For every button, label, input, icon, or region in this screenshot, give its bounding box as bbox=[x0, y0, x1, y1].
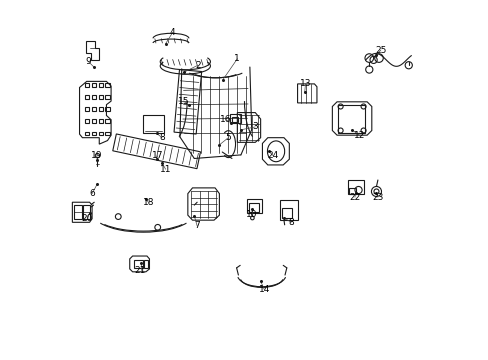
Bar bbox=[105, 83, 109, 87]
Text: 10: 10 bbox=[245, 210, 257, 219]
Bar bbox=[248, 203, 258, 212]
Bar bbox=[105, 132, 109, 135]
Bar bbox=[83, 205, 89, 220]
Text: 9: 9 bbox=[85, 57, 91, 66]
Text: 12: 12 bbox=[353, 131, 364, 140]
Bar bbox=[348, 188, 355, 194]
Bar bbox=[74, 205, 82, 220]
Text: 23: 23 bbox=[371, 193, 383, 202]
Bar bbox=[85, 120, 89, 123]
Bar bbox=[85, 95, 89, 99]
Bar bbox=[143, 115, 164, 133]
Bar bbox=[85, 132, 89, 135]
Text: 11: 11 bbox=[160, 165, 171, 174]
Text: 20: 20 bbox=[81, 214, 93, 223]
Bar bbox=[231, 117, 238, 122]
Text: 7: 7 bbox=[194, 221, 200, 230]
Bar bbox=[280, 201, 297, 220]
Text: 21: 21 bbox=[135, 266, 146, 275]
Text: 16: 16 bbox=[220, 115, 231, 124]
Bar bbox=[338, 105, 365, 133]
Bar bbox=[105, 107, 109, 111]
Bar bbox=[92, 95, 96, 99]
Bar bbox=[348, 180, 363, 194]
Bar bbox=[134, 260, 142, 267]
Text: 14: 14 bbox=[258, 285, 269, 294]
Bar bbox=[92, 132, 96, 135]
Text: 8: 8 bbox=[287, 218, 293, 227]
Text: 18: 18 bbox=[142, 198, 154, 207]
Bar bbox=[92, 120, 96, 123]
Text: 1: 1 bbox=[234, 54, 240, 63]
Text: 6: 6 bbox=[89, 189, 95, 198]
Text: 13: 13 bbox=[299, 80, 310, 89]
Bar bbox=[92, 107, 96, 111]
Bar bbox=[99, 107, 102, 111]
Bar bbox=[105, 95, 109, 99]
Text: 17: 17 bbox=[152, 151, 163, 160]
Bar bbox=[99, 132, 102, 135]
Text: 19: 19 bbox=[91, 151, 102, 160]
Text: 22: 22 bbox=[348, 193, 360, 202]
Bar bbox=[144, 260, 147, 267]
Text: 25: 25 bbox=[374, 46, 386, 55]
Text: 24: 24 bbox=[267, 151, 278, 160]
Bar bbox=[99, 120, 102, 123]
Text: 15: 15 bbox=[178, 96, 189, 105]
Bar bbox=[92, 83, 96, 87]
Text: 4: 4 bbox=[170, 28, 175, 37]
Bar bbox=[105, 120, 109, 123]
Bar bbox=[247, 199, 261, 213]
Bar bbox=[99, 83, 102, 87]
Bar bbox=[230, 114, 241, 123]
Text: 5: 5 bbox=[225, 133, 231, 142]
Bar bbox=[282, 208, 292, 218]
Text: 3: 3 bbox=[252, 122, 258, 131]
Text: 8: 8 bbox=[159, 133, 164, 142]
Bar bbox=[99, 95, 102, 99]
Bar bbox=[85, 83, 89, 87]
Text: 2: 2 bbox=[195, 61, 200, 70]
Bar bbox=[85, 107, 89, 111]
